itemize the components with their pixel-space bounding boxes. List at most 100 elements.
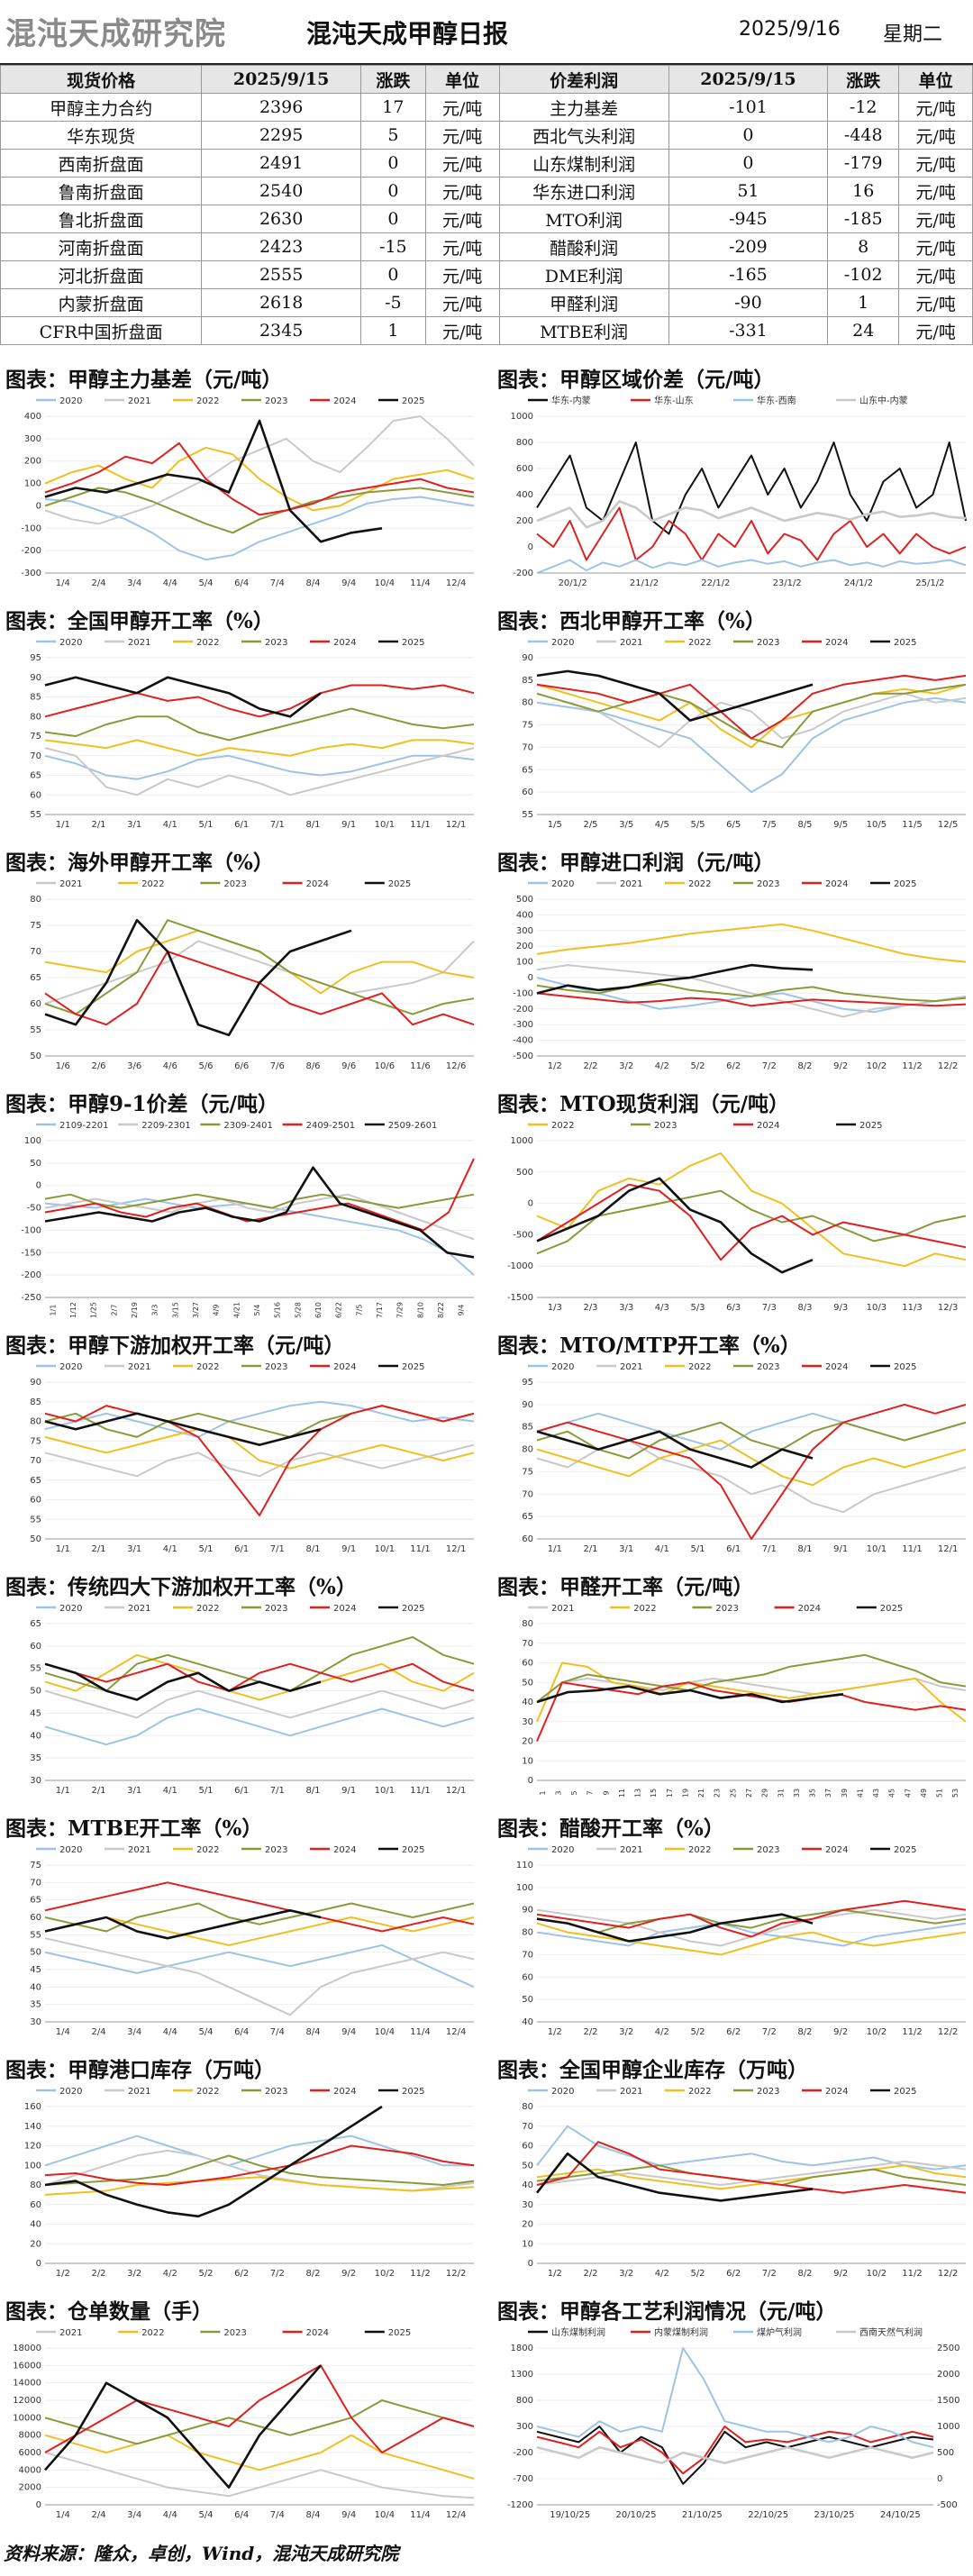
series-line xyxy=(536,2347,934,2449)
x-tick-label: 3/4 xyxy=(127,578,141,588)
series-line xyxy=(44,415,475,525)
x-tick-label: 6/1 xyxy=(234,820,249,830)
y-tick-label: 70 xyxy=(30,947,41,957)
y-tick-label: 55 xyxy=(30,1664,41,1674)
table-cell: CFR中国折盘面 xyxy=(0,316,203,345)
y-tick-label: 100 xyxy=(24,2161,41,2171)
series-line xyxy=(536,1908,967,1934)
table-cell: MTO利润 xyxy=(498,205,669,233)
y-tick-label: 80 xyxy=(30,895,41,905)
legend-label: 2021 xyxy=(128,396,150,406)
legend-label: 2020 xyxy=(59,1845,82,1855)
y-tick-label: 80 xyxy=(522,1928,533,1938)
line-chart: 2020 2021 2022 2023 2024 2025 95 90 85 80 75 70 65 60… xyxy=(522,1362,967,1554)
y-tick-label: 90 xyxy=(30,1378,41,1388)
column-header: 涨跌 xyxy=(827,65,900,94)
y-tick-label: -250 xyxy=(21,1293,41,1303)
table-cell: 0 xyxy=(359,260,426,289)
x-tick-label: 3/3 xyxy=(151,1305,159,1316)
table-cell: 河南折盘面 xyxy=(0,232,203,261)
y-tick-label: 20 xyxy=(522,1737,533,1747)
y-tick-label: -500 xyxy=(513,1230,533,1240)
y-tick-label: 75 xyxy=(30,1436,41,1446)
legend-label: 2022 xyxy=(688,2087,711,2097)
table-cell: 内蒙折盘面 xyxy=(0,288,203,317)
table-cell: 元/吨 xyxy=(424,177,500,205)
chart-legend: 2020 2021 2022 2023 2024 2025 xyxy=(36,1845,424,1855)
chart-legend: 山东煤制利润 内蒙煤制利润 煤炉气利润 西南天然气利润 xyxy=(528,2326,923,2338)
chart-panel: 图表：全国甲醇企业库存（万吨） 2020 2021 2022 2023 2024 2025 8… xyxy=(492,2051,973,2292)
x-tick-label: 2/3 xyxy=(583,1303,597,1313)
legend-label: 2021 xyxy=(59,879,82,889)
table-cell: 2491 xyxy=(201,149,361,177)
legend-label: 山东中-内蒙 xyxy=(859,395,908,406)
x-tick-label: 4/5 xyxy=(655,820,669,830)
y-tick-label: 60 xyxy=(522,787,533,797)
x-tick-label: 4/1 xyxy=(163,1544,177,1554)
x-tick-label: 10/4 xyxy=(375,2027,395,2037)
chart-legend: 2020 2021 2022 2023 2024 2025 xyxy=(528,879,916,889)
legend-label: 2023 xyxy=(265,396,287,406)
y-tick-label: -200 xyxy=(513,1005,533,1015)
table-cell: 华东进口利润 xyxy=(498,177,669,205)
table-cell: MTBE利润 xyxy=(498,316,669,345)
y-tick-label: 20 xyxy=(30,2239,41,2249)
y-tick-label: 6000 xyxy=(19,2448,41,2458)
legend-label: 2024 xyxy=(333,638,356,648)
chart-title: 图表：甲醇进口利润（元/吨） xyxy=(497,851,775,875)
x-tick-label: 4/2 xyxy=(163,2269,177,2279)
chart-title: 图表：醋酸开工率（%） xyxy=(497,1816,724,1841)
chart-panel: 图表：全国甲醇开工率（%） 2020 2021 2022 2023 2024 2025 95 9… xyxy=(0,602,483,843)
x-tick-label: 19 xyxy=(681,1789,689,1798)
y-tick-label: 0 xyxy=(528,1199,533,1209)
series-line xyxy=(536,2164,967,2186)
legend-label: 2025 xyxy=(859,1121,882,1131)
series-line xyxy=(536,2125,967,2171)
x-tick-label: 7/4 xyxy=(270,2510,285,2520)
y-tick-label: 30 xyxy=(30,2017,41,2027)
x-tick-label: 7/1 xyxy=(762,1544,777,1554)
y-tick-label: 65 xyxy=(30,1896,41,1906)
series-line xyxy=(536,2445,934,2464)
table-cell: 2396 xyxy=(201,93,361,122)
legend-label: 2025 xyxy=(894,879,916,889)
x-tick-label: 2/1 xyxy=(91,1786,105,1796)
legend-label: 2024 xyxy=(825,1362,848,1372)
x-tick-label: 2/4 xyxy=(91,2510,105,2520)
y-tick-label: 90 xyxy=(522,653,533,663)
x-tick-label: 53 xyxy=(951,1789,959,1798)
x-tick-label: 5/2 xyxy=(690,2027,705,2037)
column-header: 单位 xyxy=(424,65,500,94)
legend-label: 2024 xyxy=(825,1845,848,1855)
x-tick-label: 4/3 xyxy=(655,1303,669,1313)
y-tick-label: 10 xyxy=(522,1756,533,1766)
y-tick-label: 110 xyxy=(516,1861,533,1871)
legend-label: 2021 xyxy=(620,1362,642,1372)
y-tick-label: 70 xyxy=(522,2122,533,2132)
x-tick-label: 11/1 xyxy=(902,1544,922,1554)
y-tick-label: 4000 xyxy=(19,2465,41,2475)
y-tick-label: 60 xyxy=(30,999,41,1009)
x-tick-label: 21 xyxy=(697,1789,705,1798)
y-tick-label: 200 xyxy=(516,942,533,951)
x-tick-label: 2/4 xyxy=(91,578,105,588)
x-tick-label: 5/5 xyxy=(690,820,705,830)
x-tick-label: 49 xyxy=(920,1789,928,1798)
x-tick-label: 8/2 xyxy=(797,2027,812,2037)
y-tick-label: 60 xyxy=(30,1496,41,1506)
table-cell: -15 xyxy=(359,232,426,261)
x-tick-label: 9/2 xyxy=(833,2269,848,2279)
legend-label: 2025 xyxy=(402,2087,424,2097)
legend-label: 2023 xyxy=(223,879,246,889)
table-cell: 元/吨 xyxy=(424,288,500,317)
y-tick-label: -200 xyxy=(21,546,41,556)
chart-legend: 2020 2021 2022 2023 2024 2025 xyxy=(528,638,916,648)
x-tick-label: 3/4 xyxy=(127,2027,141,2037)
x-tick-label: 11/6 xyxy=(410,1061,430,1071)
legend-label: 2025 xyxy=(894,1845,916,1855)
x-tick-label: 3/1 xyxy=(619,1544,633,1554)
line-chart: 2020 2021 2022 2023 2024 2025 80 70 60 50 40 30 20 10… xyxy=(522,2087,967,2279)
x-tick-label: 1/1 xyxy=(548,1544,562,1554)
table-cell: -179 xyxy=(827,149,900,177)
legend-label: 2020 xyxy=(59,638,82,648)
